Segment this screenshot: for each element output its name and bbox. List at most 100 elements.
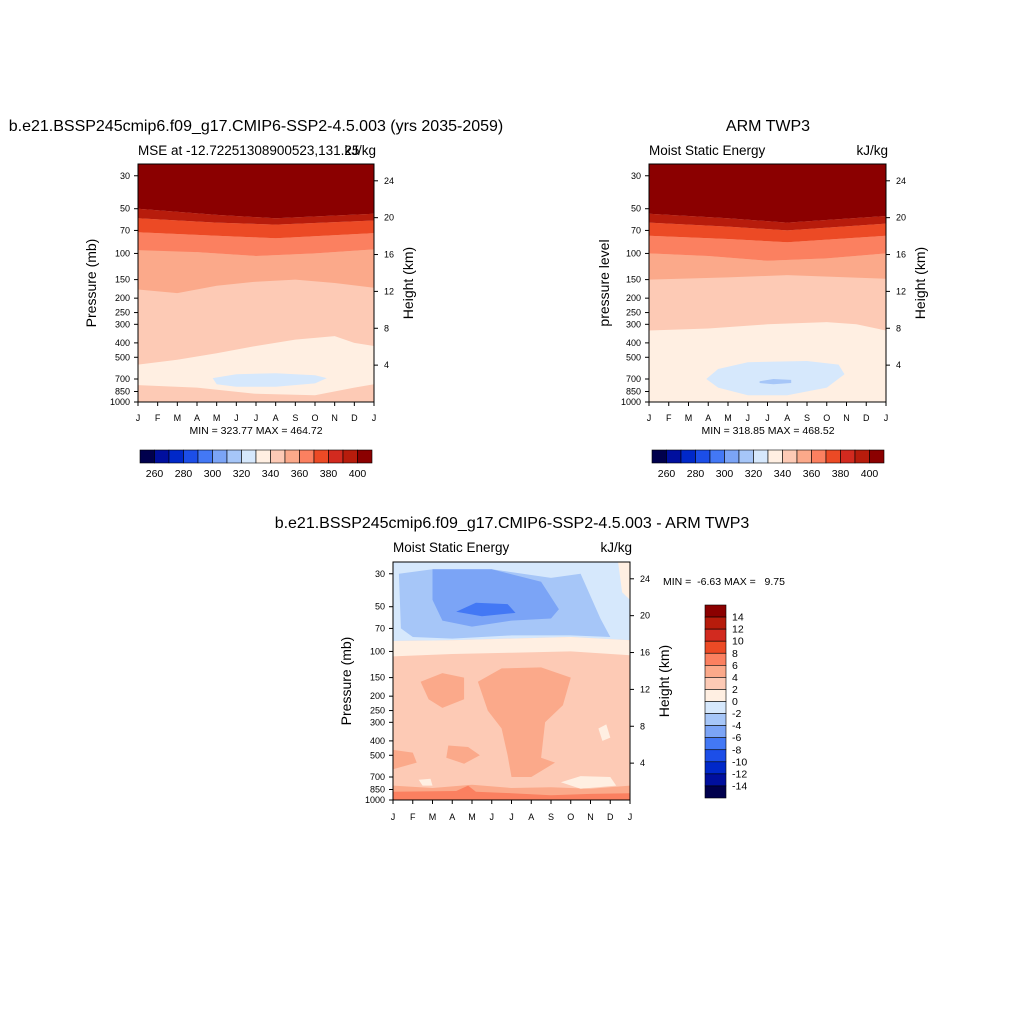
height-tick-label: 16 (896, 250, 906, 260)
minmax-text: MIN = -6.63 MAX = 9.75 (663, 576, 785, 588)
colorbar-label: -10 (732, 756, 747, 768)
y-tick-label: 150 (370, 673, 385, 683)
diff-band-2b (560, 776, 617, 789)
colorbar-cell (840, 449, 856, 464)
y-tick-label: 1000 (110, 397, 130, 407)
diff-band-6a (420, 673, 465, 708)
y-tick-label: 850 (626, 387, 641, 397)
colorbar-label: -4 (732, 720, 741, 732)
colorbar-cell (767, 449, 783, 464)
colorbar-cell (704, 640, 727, 654)
colorbar-cell (212, 449, 228, 464)
y-tick-label: 300 (370, 717, 385, 727)
y-tick-label: 50 (375, 602, 385, 612)
panel-3: b.e21.BSSP245cmip6.f09_g17.CMIP6-SSP2-4.… (275, 515, 785, 822)
y-tick-label: 100 (115, 248, 130, 258)
colorbar-cell (825, 449, 841, 464)
x-tick-label: S (804, 413, 810, 423)
height-tick-label: 8 (640, 721, 645, 731)
panel-subtitle-right: kJ/kg (600, 540, 632, 555)
band-330-min (706, 361, 845, 396)
band-360 (138, 248, 374, 294)
y-tick-label: 200 (626, 293, 641, 303)
x-tick-label: A (273, 413, 279, 423)
colorbar-cell (869, 449, 885, 464)
colorbar-cell (680, 449, 696, 464)
x-tick-label: F (666, 413, 672, 423)
band-400 (138, 164, 374, 219)
colorbar-label: 12 (732, 624, 744, 636)
x-tick-label: D (351, 413, 358, 423)
x-tick-label: A (784, 413, 790, 423)
y-tick-label: 250 (370, 706, 385, 716)
panel-subtitle-left: MSE at -12.72251308900523,131.25 (138, 143, 359, 158)
colorbar-cell (299, 449, 315, 464)
y-tick-label: 50 (631, 204, 641, 214)
height-tick-label: 4 (896, 360, 901, 370)
diff-band-2c (598, 724, 611, 741)
x-tick-label: J (884, 413, 889, 423)
y-tick-label: 1000 (365, 795, 385, 805)
band-390 (649, 213, 886, 231)
colorbar-cell (704, 785, 727, 799)
x-tick-label: S (548, 812, 554, 822)
colorbar-cell (704, 737, 727, 751)
y-axis-label: Pressure (mb) (83, 239, 99, 328)
y-tick-label: 400 (626, 338, 641, 348)
colorbar-label: 380 (320, 468, 338, 480)
x-tick-label: J (746, 413, 751, 423)
colorbar-label: 340 (262, 468, 280, 480)
band-390 (138, 208, 374, 225)
contour-field (138, 164, 374, 402)
panel-title: b.e21.BSSP245cmip6.f09_g17.CMIP6-SSP2-4.… (275, 515, 750, 532)
colorbar-cell (197, 449, 213, 464)
x-tick-label: M (174, 413, 182, 423)
x-tick-label: J (628, 812, 633, 822)
y-tick-label: 700 (115, 374, 130, 384)
diff-band-6d (446, 745, 480, 764)
minmax-text: MIN = 323.77 MAX = 464.72 (189, 425, 322, 437)
height-tick-label: 20 (640, 611, 650, 621)
x-tick-label: N (331, 413, 338, 423)
y-tick-label: 150 (115, 275, 130, 285)
x-tick-label: J (234, 413, 239, 423)
x-tick-label: S (292, 413, 298, 423)
colorbar-label: 380 (832, 468, 850, 480)
colorbar-label: 360 (803, 468, 821, 480)
y-tick-label: 30 (631, 171, 641, 181)
band-320-min (759, 379, 792, 385)
colorbar-cell (313, 449, 329, 464)
x-tick-label: J (765, 413, 770, 423)
colorbar-label: -8 (732, 744, 741, 756)
colorbar-cell (704, 773, 727, 787)
colorbar-cell (704, 652, 727, 666)
y-tick-label: 250 (626, 308, 641, 318)
colorbar: 260 280 300 320 340 360 380 400 (651, 449, 885, 480)
colorbar-cell (782, 449, 798, 464)
y-tick-label: 400 (370, 736, 385, 746)
x-tick-label: A (449, 812, 455, 822)
colorbar-cell (811, 449, 827, 464)
panel-subtitle-left: Moist Static Energy (393, 540, 510, 555)
colorbar-cell (709, 449, 725, 464)
colorbar-cell (704, 616, 727, 630)
x-tick-label: J (136, 413, 141, 423)
y-tick-label: 850 (115, 387, 130, 397)
y-tick-label: 500 (115, 352, 130, 362)
band-370 (649, 235, 886, 261)
panel-subtitle-right: kJ/kg (344, 143, 376, 158)
colorbar-label: 280 (687, 468, 705, 480)
y-tick-label: 70 (120, 225, 130, 235)
colorbar-cell (796, 449, 812, 464)
x-tick-label: M (724, 413, 732, 423)
y-tick-label: 30 (120, 171, 130, 181)
x-tick-label: M (468, 812, 476, 822)
height-tick-label: 12 (384, 286, 394, 296)
colorbar-cell (704, 761, 727, 775)
x-tick-label: O (567, 812, 574, 822)
colorbar-cell (270, 449, 286, 464)
colorbar-cell (342, 449, 358, 464)
diff-band-neg6 (456, 602, 516, 617)
x-tick-label: M (429, 812, 437, 822)
